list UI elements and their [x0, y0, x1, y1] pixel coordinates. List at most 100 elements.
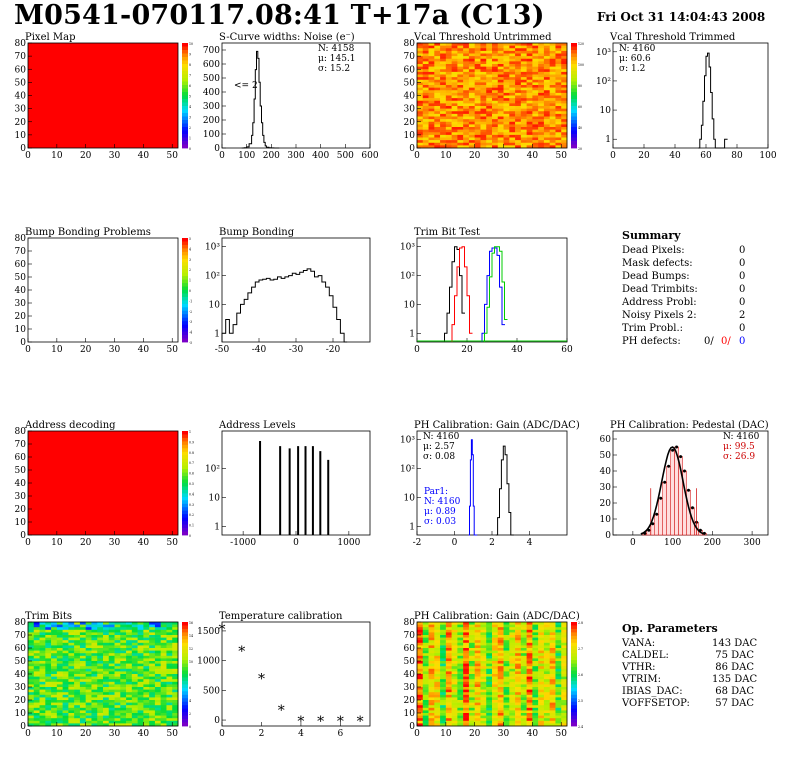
heatmap-cell	[131, 687, 138, 690]
heatmap-cell	[62, 635, 69, 638]
heatmap-cell	[143, 668, 150, 672]
heatmap-cell	[480, 632, 487, 636]
ph-defect-value: 0/	[704, 336, 714, 347]
heatmap-cell	[538, 640, 545, 644]
heatmap-cell	[45, 676, 52, 680]
heatmap-cell	[51, 718, 58, 722]
heatmap-cell	[526, 640, 533, 644]
heatmap-cell	[497, 69, 504, 73]
heatmap-cell	[120, 650, 127, 654]
palette-swatch	[571, 120, 577, 124]
heatmap-cell	[68, 723, 75, 727]
heatmap-cell	[451, 129, 458, 133]
heatmap-cell	[114, 679, 121, 683]
heatmap-cell	[434, 98, 441, 102]
heatmap-cell	[428, 700, 435, 703]
heatmap-cell	[486, 689, 493, 693]
palette-tick-label: 20	[578, 147, 582, 151]
heatmap-cell	[520, 53, 527, 57]
heatmap-cell	[434, 132, 441, 136]
heatmap-cell	[515, 718, 522, 722]
heatmap-cell	[526, 56, 533, 60]
heatmap-cell	[51, 671, 58, 675]
heatmap-cell	[39, 640, 46, 644]
heatmap-cell	[68, 715, 75, 719]
heatmap-cell	[56, 663, 63, 667]
palette-swatch	[182, 127, 188, 131]
heatmap-cell	[486, 85, 493, 88]
heatmap-cell	[51, 720, 58, 724]
heatmap-cell	[457, 648, 464, 651]
heatmap-cell	[149, 635, 156, 638]
heatmap-cell	[561, 674, 568, 677]
heatmap-cell	[561, 661, 568, 664]
palette-swatch	[182, 479, 188, 484]
heatmap-cell	[451, 637, 458, 641]
heatmap-cell	[463, 116, 470, 120]
heatmap-cell	[526, 82, 533, 86]
heatmap-cell	[417, 632, 424, 636]
heatmap-cell	[172, 655, 179, 659]
heatmap-cell	[503, 113, 510, 117]
heatmap-cell	[538, 713, 545, 716]
heatmap-cell	[428, 137, 435, 141]
heatmap-cell	[549, 69, 556, 73]
heatmap-cell	[486, 98, 493, 102]
heatmap-cell	[463, 707, 470, 711]
heatmap-cell	[103, 629, 110, 633]
heatmap-cell	[526, 142, 533, 146]
y-tick-label: 10	[209, 493, 221, 503]
heatmap-cell	[480, 653, 487, 657]
summary-label: Mask defects:	[622, 258, 693, 269]
heatmap-cell	[33, 713, 40, 716]
heatmap-cell	[126, 650, 133, 654]
heatmap-cell	[74, 674, 81, 677]
heatmap-cell	[91, 720, 98, 724]
heatmap-cell	[45, 720, 52, 724]
heatmap-cell	[126, 692, 133, 696]
heatmap-cell	[62, 650, 69, 654]
x-tick-label: 0	[452, 538, 458, 548]
heatmap-cell	[172, 645, 179, 649]
heatmap-cell	[79, 674, 86, 677]
data-point: *	[317, 714, 324, 730]
heatmap-cell	[543, 50, 550, 54]
heatmap-cell	[549, 642, 556, 646]
heatmap-cell	[114, 629, 121, 633]
x-tick-label: 50	[167, 151, 179, 161]
heatmap-cell	[503, 58, 510, 62]
heatmap-cell	[114, 681, 121, 685]
heatmap-cell	[451, 624, 458, 628]
heatmap-cell	[114, 720, 121, 724]
heatmap-cell	[515, 92, 522, 96]
heatmap-cell	[45, 653, 52, 657]
heatmap-cell	[503, 720, 510, 724]
heatmap-cell	[428, 53, 435, 57]
heatmap-cell	[434, 632, 441, 636]
heatmap-cell	[131, 692, 138, 696]
heatmap-cell	[497, 637, 504, 641]
data-point: *	[357, 714, 364, 730]
heatmap-cell	[68, 627, 75, 631]
heatmap-cell	[480, 705, 487, 709]
heatmap-cell	[532, 48, 539, 52]
heatmap-cell	[451, 666, 458, 670]
heatmap-cell	[509, 108, 516, 112]
heatmap-cell	[503, 661, 510, 664]
pedestal-point	[667, 464, 671, 468]
heatmap-cell	[486, 694, 493, 698]
heatmap-cell	[549, 53, 556, 57]
heatmap-cell	[555, 106, 562, 109]
heatmap-cell	[68, 720, 75, 724]
heatmap-cell	[126, 707, 133, 711]
heatmap-cell	[492, 723, 499, 727]
heatmap-cell	[480, 640, 487, 644]
heatmap-cell	[561, 700, 568, 703]
heatmap-cell	[120, 635, 127, 638]
heatmap-cell	[434, 142, 441, 146]
heatmap-cell	[503, 53, 510, 57]
heatmap-cell	[515, 137, 522, 141]
heatmap-cell	[160, 640, 167, 644]
heatmap-cell	[56, 653, 63, 657]
heatmap-cell	[440, 113, 447, 117]
